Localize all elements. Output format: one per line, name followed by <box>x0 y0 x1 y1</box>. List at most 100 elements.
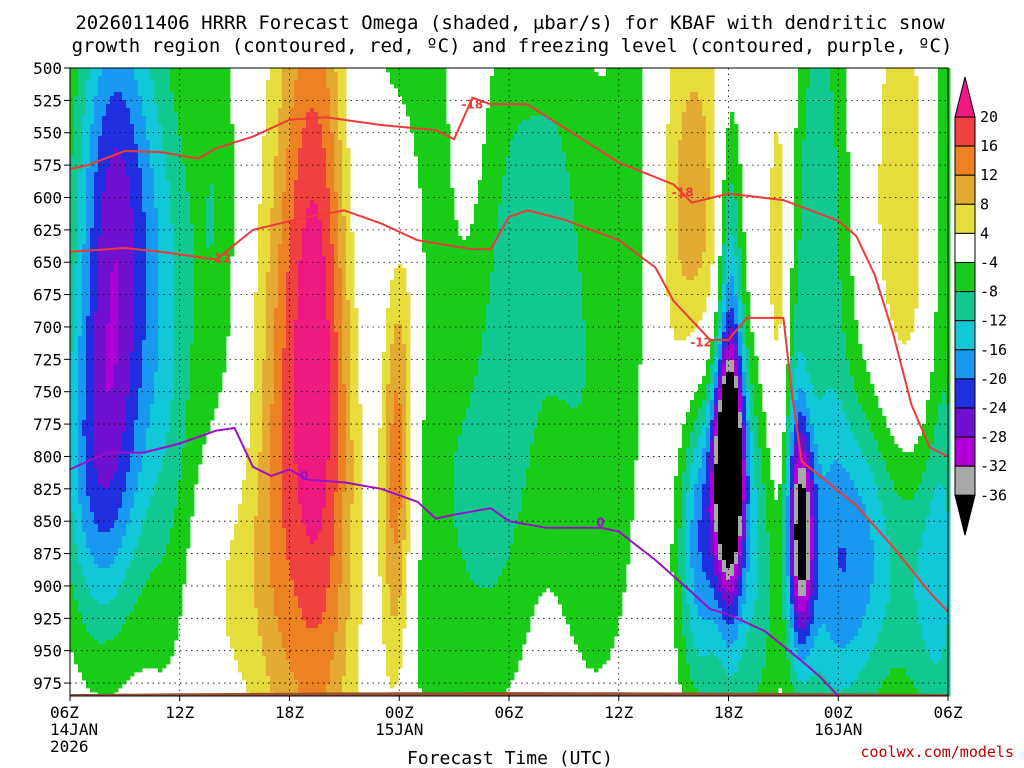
omega-cell <box>110 552 114 556</box>
omega-cell <box>110 264 114 268</box>
omega-cell <box>74 612 78 616</box>
omega-cell <box>166 328 170 332</box>
omega-cell <box>150 328 154 332</box>
omega-cell <box>138 296 142 300</box>
omega-cell <box>118 532 122 536</box>
omega-cell <box>142 644 146 648</box>
omega-cell <box>162 632 166 636</box>
omega-cell <box>78 468 82 472</box>
omega-cell <box>202 300 206 304</box>
omega-cell <box>190 452 194 456</box>
omega-cell <box>78 624 82 628</box>
omega-cell <box>130 116 134 120</box>
omega-cell <box>86 652 90 656</box>
omega-cell <box>150 476 154 480</box>
omega-cell <box>94 352 98 356</box>
omega-cell <box>134 360 138 364</box>
omega-cell <box>182 264 186 268</box>
omega-cell <box>158 588 162 592</box>
omega-cell <box>114 148 118 152</box>
omega-cell <box>154 636 158 640</box>
omega-cell <box>74 400 78 404</box>
omega-cell <box>110 540 114 544</box>
omega-cell <box>126 324 130 328</box>
chart-title-line1: 2026011406 HRRR Forecast Omega (shaded, … <box>75 12 945 34</box>
omega-cell <box>114 664 118 668</box>
omega-cell <box>86 656 90 660</box>
omega-cell <box>82 524 86 528</box>
omega-cell <box>122 504 126 508</box>
omega-cell <box>178 480 182 484</box>
omega-cell <box>182 480 186 484</box>
omega-cell <box>206 212 210 216</box>
omega-cell <box>138 572 142 576</box>
omega-cell <box>158 580 162 584</box>
omega-cell <box>90 400 94 404</box>
omega-cell <box>86 472 90 476</box>
omega-cell <box>86 516 90 520</box>
omega-cell <box>82 220 86 224</box>
omega-cell <box>186 380 190 384</box>
omega-cell <box>110 296 114 300</box>
omega-cell <box>194 104 198 108</box>
omega-cell <box>102 644 106 648</box>
omega-cell <box>126 488 130 492</box>
omega-cell <box>178 580 182 584</box>
omega-cell <box>94 304 98 308</box>
omega-cell <box>90 532 94 536</box>
omega-cell <box>134 516 138 520</box>
omega-cell <box>142 192 146 196</box>
omega-cell <box>74 652 78 656</box>
omega-cell <box>94 444 98 448</box>
omega-cell <box>94 520 98 524</box>
omega-cell <box>186 416 190 420</box>
omega-cell <box>82 388 86 392</box>
omega-cell <box>142 152 146 156</box>
omega-cell <box>182 232 186 236</box>
omega-cell <box>182 452 186 456</box>
omega-cell <box>150 264 154 268</box>
omega-cell <box>74 188 78 192</box>
omega-cell <box>70 396 74 400</box>
omega-cell <box>74 624 78 628</box>
omega-cell <box>90 128 94 132</box>
omega-cell <box>114 72 118 76</box>
omega-cell <box>146 196 150 200</box>
omega-cell <box>182 492 186 496</box>
omega-cell <box>194 160 198 164</box>
omega-cell <box>190 84 194 88</box>
omega-cell <box>82 644 86 648</box>
omega-cell <box>106 340 110 344</box>
omega-cell <box>98 200 102 204</box>
omega-cell <box>174 472 178 476</box>
omega-cell <box>182 168 186 172</box>
omega-cell <box>138 568 142 572</box>
omega-cell <box>82 664 86 668</box>
omega-cell <box>134 240 138 244</box>
omega-cell <box>154 124 158 128</box>
omega-cell <box>118 508 122 512</box>
omega-cell <box>98 424 102 428</box>
omega-cell <box>158 140 162 144</box>
omega-cell <box>118 576 122 580</box>
omega-cell <box>126 608 130 612</box>
omega-cell <box>102 636 106 640</box>
omega-cell <box>126 216 130 220</box>
omega-cell <box>174 392 178 396</box>
omega-cell <box>98 368 102 372</box>
omega-cell <box>162 548 166 552</box>
omega-cell <box>150 568 154 572</box>
omega-cell <box>106 508 110 512</box>
omega-cell <box>170 528 174 532</box>
omega-cell <box>158 612 162 616</box>
omega-cell <box>158 272 162 276</box>
omega-cell <box>110 636 114 640</box>
omega-cell <box>142 636 146 640</box>
omega-cell <box>150 324 154 328</box>
omega-cell <box>170 532 174 536</box>
omega-cell <box>94 104 98 108</box>
omega-cell <box>70 428 74 432</box>
omega-cell <box>162 96 166 100</box>
omega-cell <box>146 376 150 380</box>
omega-cell <box>122 376 126 380</box>
